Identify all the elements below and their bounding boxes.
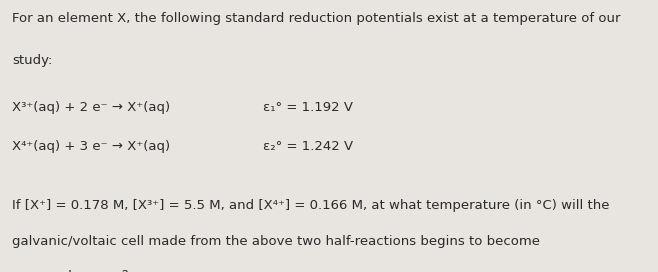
Text: If [X⁺] = 0.178 M, [X³⁺] = 5.5 M, and [X⁴⁺] = 0.166 M, at what temperature (in °: If [X⁺] = 0.178 M, [X³⁺] = 5.5 M, and [X… [12, 199, 609, 212]
Text: study:: study: [12, 54, 52, 67]
Text: X⁴⁺(aq) + 3 e⁻ → X⁺(aq): X⁴⁺(aq) + 3 e⁻ → X⁺(aq) [12, 140, 170, 153]
Text: ε₁° = 1.192 V: ε₁° = 1.192 V [263, 101, 353, 114]
Text: ε₂° = 1.242 V: ε₂° = 1.242 V [263, 140, 353, 153]
Text: X³⁺(aq) + 2 e⁻ → X⁺(aq): X³⁺(aq) + 2 e⁻ → X⁺(aq) [12, 101, 170, 114]
Text: nonspontaneous?: nonspontaneous? [12, 269, 130, 272]
Text: galvanic/voltaic cell made from the above two half-reactions begins to become: galvanic/voltaic cell made from the abov… [12, 235, 540, 248]
Text: For an element X, the following standard reduction potentials exist at a tempera: For an element X, the following standard… [12, 12, 620, 25]
